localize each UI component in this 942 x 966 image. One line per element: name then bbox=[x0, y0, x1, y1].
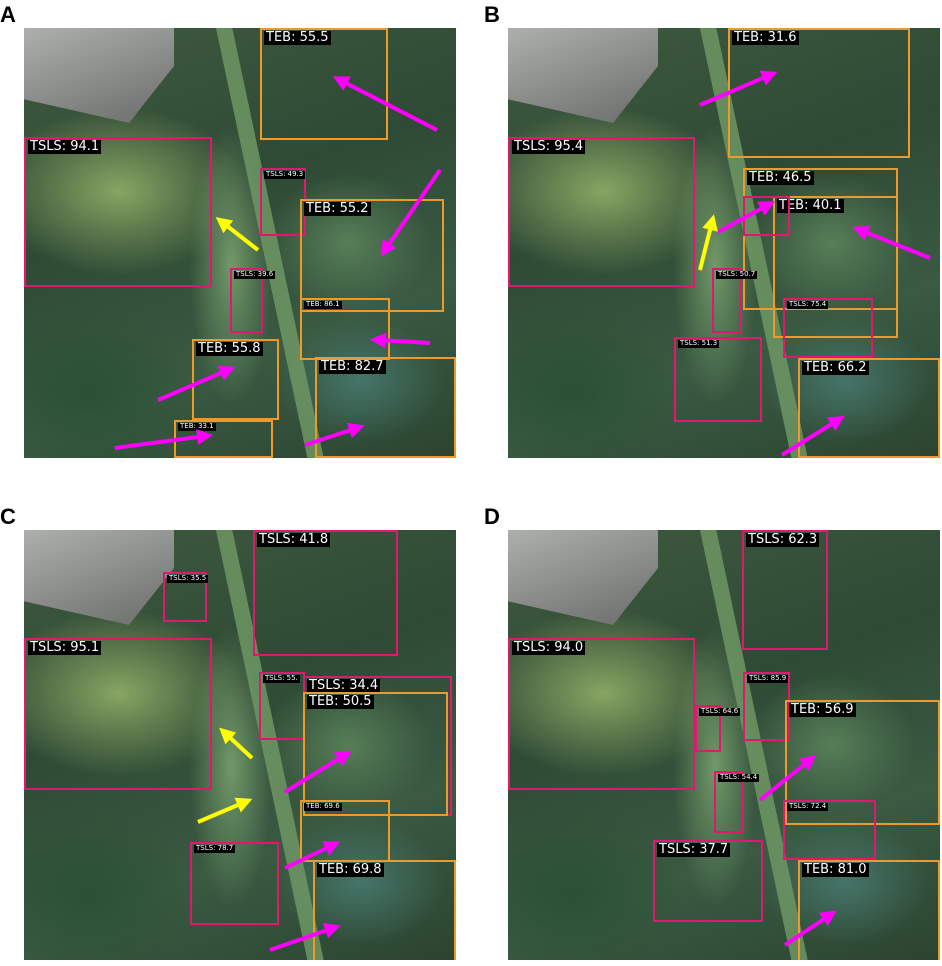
box-label: TEB: 82.7 bbox=[319, 359, 386, 375]
box-label: TSLS: 78.7 bbox=[194, 844, 236, 853]
bounding-box-tsls: TSLS: 72.4 bbox=[783, 800, 876, 860]
box-label: TSLS: 85.9 bbox=[747, 674, 789, 683]
yellow-arrow-icon bbox=[219, 727, 254, 760]
box-label: TEB: 55.8 bbox=[196, 341, 263, 357]
box-label: TSLS: 75.4 bbox=[787, 300, 829, 309]
bounding-box-teb: TEB: 66.2 bbox=[798, 358, 940, 458]
bounding-box-tsls: TSLS: 50.7 bbox=[712, 268, 758, 333]
bounding-box-tsls: TSLS: 94.1 bbox=[24, 137, 212, 287]
bounding-box-teb: TEB: 55.2 bbox=[300, 199, 444, 312]
bounding-box-tsls: TSLS: 34.4 bbox=[303, 676, 452, 816]
blade-background bbox=[508, 28, 658, 123]
box-label: TSLS: 95.1 bbox=[28, 640, 102, 656]
detection-image-b: TEB: 31.6 TSLS: 95.4 TEB: 46.5 TEB: 40.1 TSL… bbox=[508, 28, 940, 458]
box-label: TEB: 56.9 bbox=[789, 702, 856, 718]
box-label: TSLS: 54.4 bbox=[718, 773, 760, 782]
box-label: TSLS: 41.8 bbox=[257, 532, 331, 548]
yellow-arrow-icon bbox=[215, 217, 260, 252]
bounding-box-teb: TEB: 82.7 bbox=[315, 357, 456, 458]
box-label: TEB: 55.2 bbox=[304, 201, 371, 217]
bounding-box-tsls bbox=[743, 196, 790, 236]
bounding-box-tsls: TSLS: 41.8 bbox=[253, 530, 398, 656]
panel-letter-a: A bbox=[0, 2, 16, 27]
bounding-box-teb: TEB: 86.1 bbox=[300, 298, 390, 360]
box-label: TSLS: 94.0 bbox=[512, 640, 586, 656]
box-label: TSLS: 94.1 bbox=[28, 139, 102, 155]
box-label: TEB: 69.6 bbox=[304, 802, 342, 811]
box-label: TEB: 40.1 bbox=[777, 198, 844, 214]
box-label: TEB: 55.5 bbox=[264, 30, 331, 46]
bounding-box-tsls: TSLS: 95.4 bbox=[508, 137, 695, 287]
box-label: TSLS: 50.7 bbox=[716, 270, 758, 279]
box-label: TSLS: 49.3 bbox=[264, 170, 306, 179]
box-label: TSLS: 51.3 bbox=[678, 339, 720, 348]
box-label: TSLS: 37.7 bbox=[657, 842, 731, 858]
bounding-box-tsls: TSLS: 51.3 bbox=[674, 337, 762, 422]
detection-image-c: TSLS: 41.8 TSLS: 35.5 TSLS: 95.1 TSLS: 55. T… bbox=[24, 530, 456, 960]
bounding-box-tsls: TSLS: 37.7 bbox=[653, 840, 763, 922]
bounding-box-tsls: TSLS: 75.4 bbox=[783, 298, 873, 358]
box-label: TEB: 86.1 bbox=[304, 300, 342, 309]
box-label: TSLS: 39.6 bbox=[234, 270, 276, 279]
blade-background bbox=[508, 530, 658, 625]
bounding-box-tsls: TSLS: 64.6 bbox=[695, 705, 741, 752]
bounding-box-teb: TEB: 55.5 bbox=[260, 28, 388, 140]
bounding-box-teb: TEB: 69.6 bbox=[300, 800, 390, 862]
bounding-box-teb: TEB: 31.6 bbox=[728, 28, 910, 158]
panel-letter-d: D bbox=[484, 504, 500, 529]
box-label: TSLS: 34.4 bbox=[307, 678, 381, 694]
panel-letter-b: B bbox=[484, 2, 500, 27]
blade-background bbox=[24, 28, 174, 123]
box-label: TEB: 46.5 bbox=[747, 170, 814, 186]
bounding-box-tsls: TSLS: 54.4 bbox=[714, 771, 760, 833]
bounding-box-tsls: TSLS: 62.3 bbox=[742, 530, 828, 650]
bounding-box-tsls: TSLS: 94.0 bbox=[508, 638, 695, 790]
box-label: TEB: 33.1 bbox=[178, 422, 216, 431]
yellow-arrow-icon bbox=[197, 797, 253, 824]
bounding-box-teb: TEB: 50.5 bbox=[303, 692, 448, 816]
panel-letter-c: C bbox=[0, 504, 16, 529]
bounding-box-tsls: TSLS: 55. bbox=[259, 672, 305, 740]
bounding-box-tsls: TSLS: 39.6 bbox=[230, 268, 276, 333]
yellow-arrow-icon bbox=[698, 214, 718, 271]
box-label: TSLS: 64.6 bbox=[699, 707, 741, 716]
bounding-box-teb: TEB: 55.8 bbox=[192, 339, 279, 420]
bounding-box-teb: TEB: 81.0 bbox=[798, 860, 940, 960]
bounding-box-teb: TEB: 40.1 bbox=[773, 196, 898, 338]
detection-image-a: TEB: 55.5 TSLS: 94.1 TSLS: 49.3 TEB: 55.2 TS… bbox=[24, 28, 456, 458]
bounding-box-tsls: TSLS: 78.7 bbox=[190, 842, 279, 925]
box-label: TSLS: 35.5 bbox=[167, 574, 209, 583]
box-label: TEB: 50.5 bbox=[307, 694, 374, 710]
bounding-box-tsls: TSLS: 35.5 bbox=[163, 572, 209, 622]
box-label: TSLS: 72.4 bbox=[787, 802, 829, 811]
box-label: TEB: 81.0 bbox=[802, 862, 869, 878]
box-label: TEB: 66.2 bbox=[802, 360, 869, 376]
bounding-box-teb: TEB: 69.8 bbox=[313, 860, 456, 960]
box-label: TSLS: 55. bbox=[263, 674, 300, 683]
box-label: TSLS: 62.3 bbox=[746, 532, 820, 548]
detection-image-d: TSLS: 62.3 TSLS: 94.0 TSLS: 85.9 TSLS: 64.6… bbox=[508, 530, 940, 960]
bounding-box-tsls: TSLS: 85.9 bbox=[743, 672, 790, 741]
bounding-box-tsls: TSLS: 95.1 bbox=[24, 638, 212, 790]
bounding-box-teb: TEB: 33.1 bbox=[174, 420, 273, 458]
box-label: TEB: 31.6 bbox=[732, 30, 799, 46]
box-label: TEB: 69.8 bbox=[317, 862, 384, 878]
blade-background bbox=[24, 530, 174, 625]
box-label: TSLS: 95.4 bbox=[512, 139, 586, 155]
